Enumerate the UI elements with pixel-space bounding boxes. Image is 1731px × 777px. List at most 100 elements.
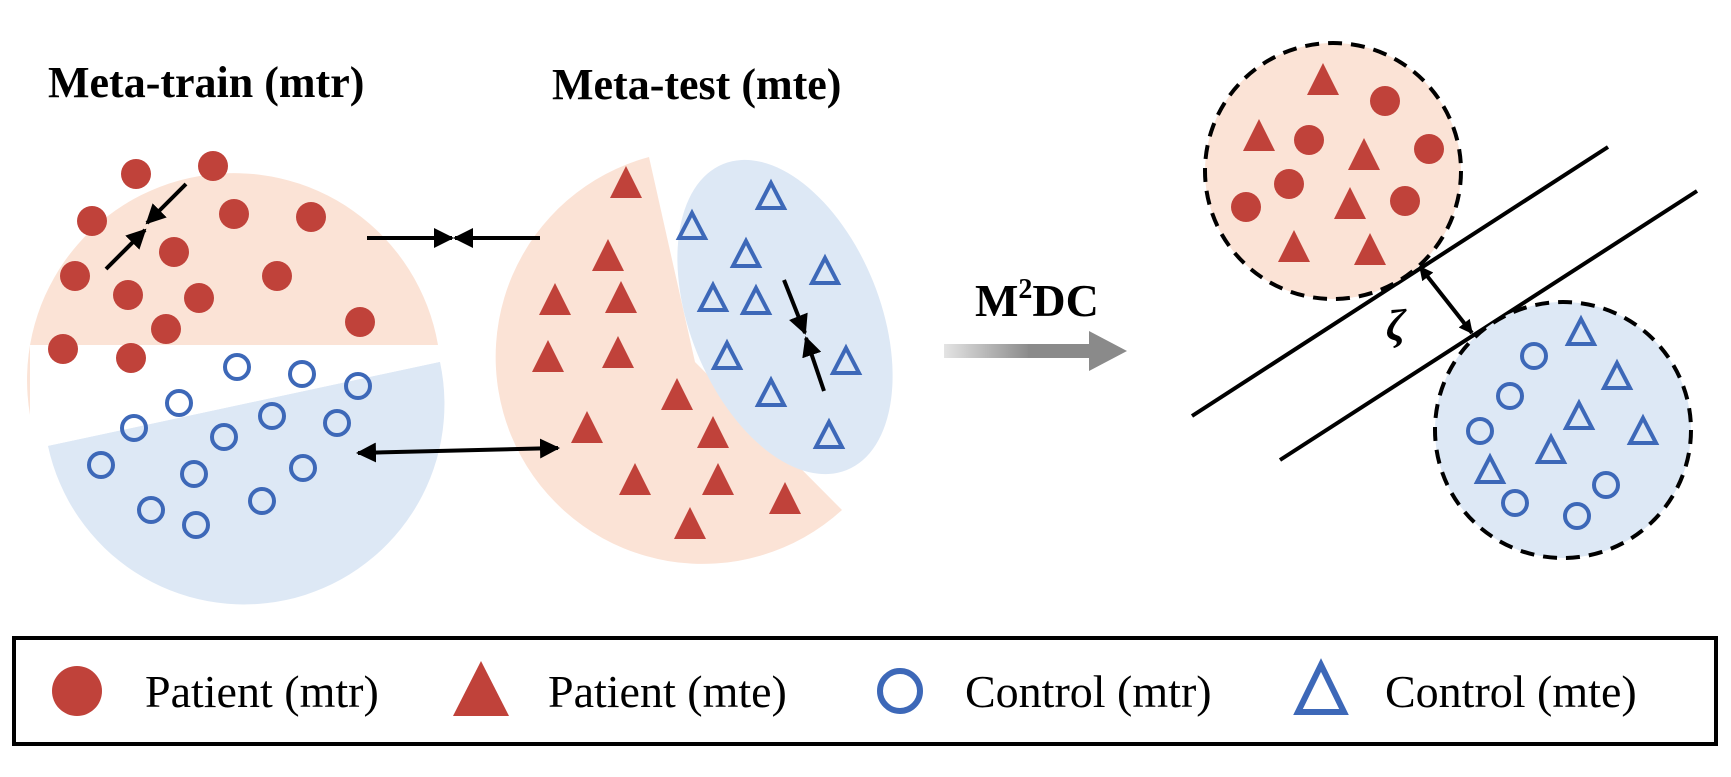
control-mte-point [1564,314,1598,346]
result-group: ζ [1190,41,1699,560]
control-mtr-point [1466,417,1494,445]
meta-test-patient-region [495,157,842,564]
intra-class-arrow [802,336,826,392]
patient-mte-point [619,463,651,495]
legend-patient-mtr-marker [52,666,102,716]
legend-box [12,636,1718,746]
patient-mtr-point [184,283,214,313]
patient-mtr-point [219,199,249,229]
control-mtr-point [87,451,115,479]
control-mte-point [739,283,773,315]
control-mte-point [710,338,744,370]
intra-class-arrow [145,182,188,225]
control-mtr-point [180,460,208,488]
control-mte-point [1473,452,1507,484]
patient-mte-point [532,340,564,372]
meta-test-control-region [677,159,893,475]
legend: Patient (mtr) Patient (mte) Control (mtr… [12,636,1718,746]
patient-mtr-point [151,314,181,344]
margin-symbol: ζ [1386,301,1407,350]
control-mte-point [808,253,842,285]
meta-test-patient-points [532,166,801,539]
control-mte-point [1626,413,1660,445]
method-label: M2DC [975,274,1099,326]
meta-train-control-region-body [48,362,440,553]
patient-mtr-point [48,334,78,364]
control-cluster-points [1466,314,1660,530]
control-mtr-point [344,372,372,400]
patient-mte-point [1334,187,1366,219]
decision-boundary-line [1190,145,1610,418]
method-arrow-group: M2DC [944,274,1127,371]
patient-mtr-point [121,159,151,189]
control-mtr-point [165,389,193,417]
patient-mtr-point [262,261,292,291]
legend-control-mtr-marker [877,668,923,714]
control-mtr-point [323,409,351,437]
patient-mte-point [702,463,734,495]
meta-test-heading: Meta-test (mte) [552,60,841,109]
patient-mte-point [661,378,693,410]
patient-mte-point [1243,119,1275,151]
patient-mte-point [539,283,571,315]
control-mte-point [1534,432,1568,464]
patient-mte-point [1354,233,1386,265]
patient-mte-point [1278,230,1310,262]
control-mte-point [829,343,863,375]
control-mtr-point [1501,489,1529,517]
legend-patient-mte-marker [453,661,509,716]
legend-control-mtr-label: Control (mtr) [965,666,1212,717]
patient-mtr-point [1390,186,1420,216]
patient-mte-point [697,416,729,448]
legend-patient-mte-label: Patient (mte) [548,666,787,717]
patient-mtr-point [1274,169,1304,199]
patient-mte-point [1348,138,1380,170]
patient-mte-point [1307,63,1339,95]
control-mtr-point [137,496,165,524]
patient-mtr-point [1231,192,1261,222]
patient-cluster-points [1231,63,1444,265]
control-mtr-point [210,423,238,451]
patient-mte-point [674,507,706,539]
class-separation-arrow [356,438,560,463]
meta-train-heading: Meta-train (mtr) [48,58,364,107]
control-mte-point [675,208,709,240]
control-mte-point [729,236,763,268]
margin-arrow [1418,265,1474,335]
patient-cluster-circle [1203,41,1463,301]
meta-train-patient-points [48,151,375,373]
patient-mtr-point [116,343,146,373]
decision-boundary-line [1278,189,1699,462]
control-mtr-point [1520,342,1548,370]
control-mtr-point [248,487,276,515]
method-arrow-head [1089,331,1127,371]
meta-test-group [495,157,893,564]
patient-mte-point [605,281,637,313]
control-mte-point [754,178,788,210]
meta-train-group [27,151,445,605]
intra-class-arrow [104,228,147,271]
control-mtr-point [258,402,286,430]
meta-test-control-points [675,178,863,449]
patient-mtr-point [296,202,326,232]
control-mte-point [696,280,730,312]
control-mtr-point [289,454,317,482]
patient-mtr-point [1294,125,1324,155]
control-mtr-point [223,353,251,381]
control-mtr-point [120,414,148,442]
patient-mtr-point [345,307,375,337]
patient-mtr-point [1414,134,1444,164]
patient-mtr-point [60,261,90,291]
legend-control-mte-label: Control (mte) [1385,666,1637,717]
control-mte-point [754,375,788,407]
patient-mte-point [571,411,603,443]
patient-mtr-point [77,206,107,236]
control-mte-point [1600,358,1634,390]
control-mtr-point [288,360,316,388]
patient-mtr-point [198,151,228,181]
legend-patient-mtr-label: Patient (mtr) [145,666,379,717]
control-mtr-point [1592,471,1620,499]
patient-mtr-point [113,280,143,310]
method-arrow-shaft-mid [1028,344,1090,358]
